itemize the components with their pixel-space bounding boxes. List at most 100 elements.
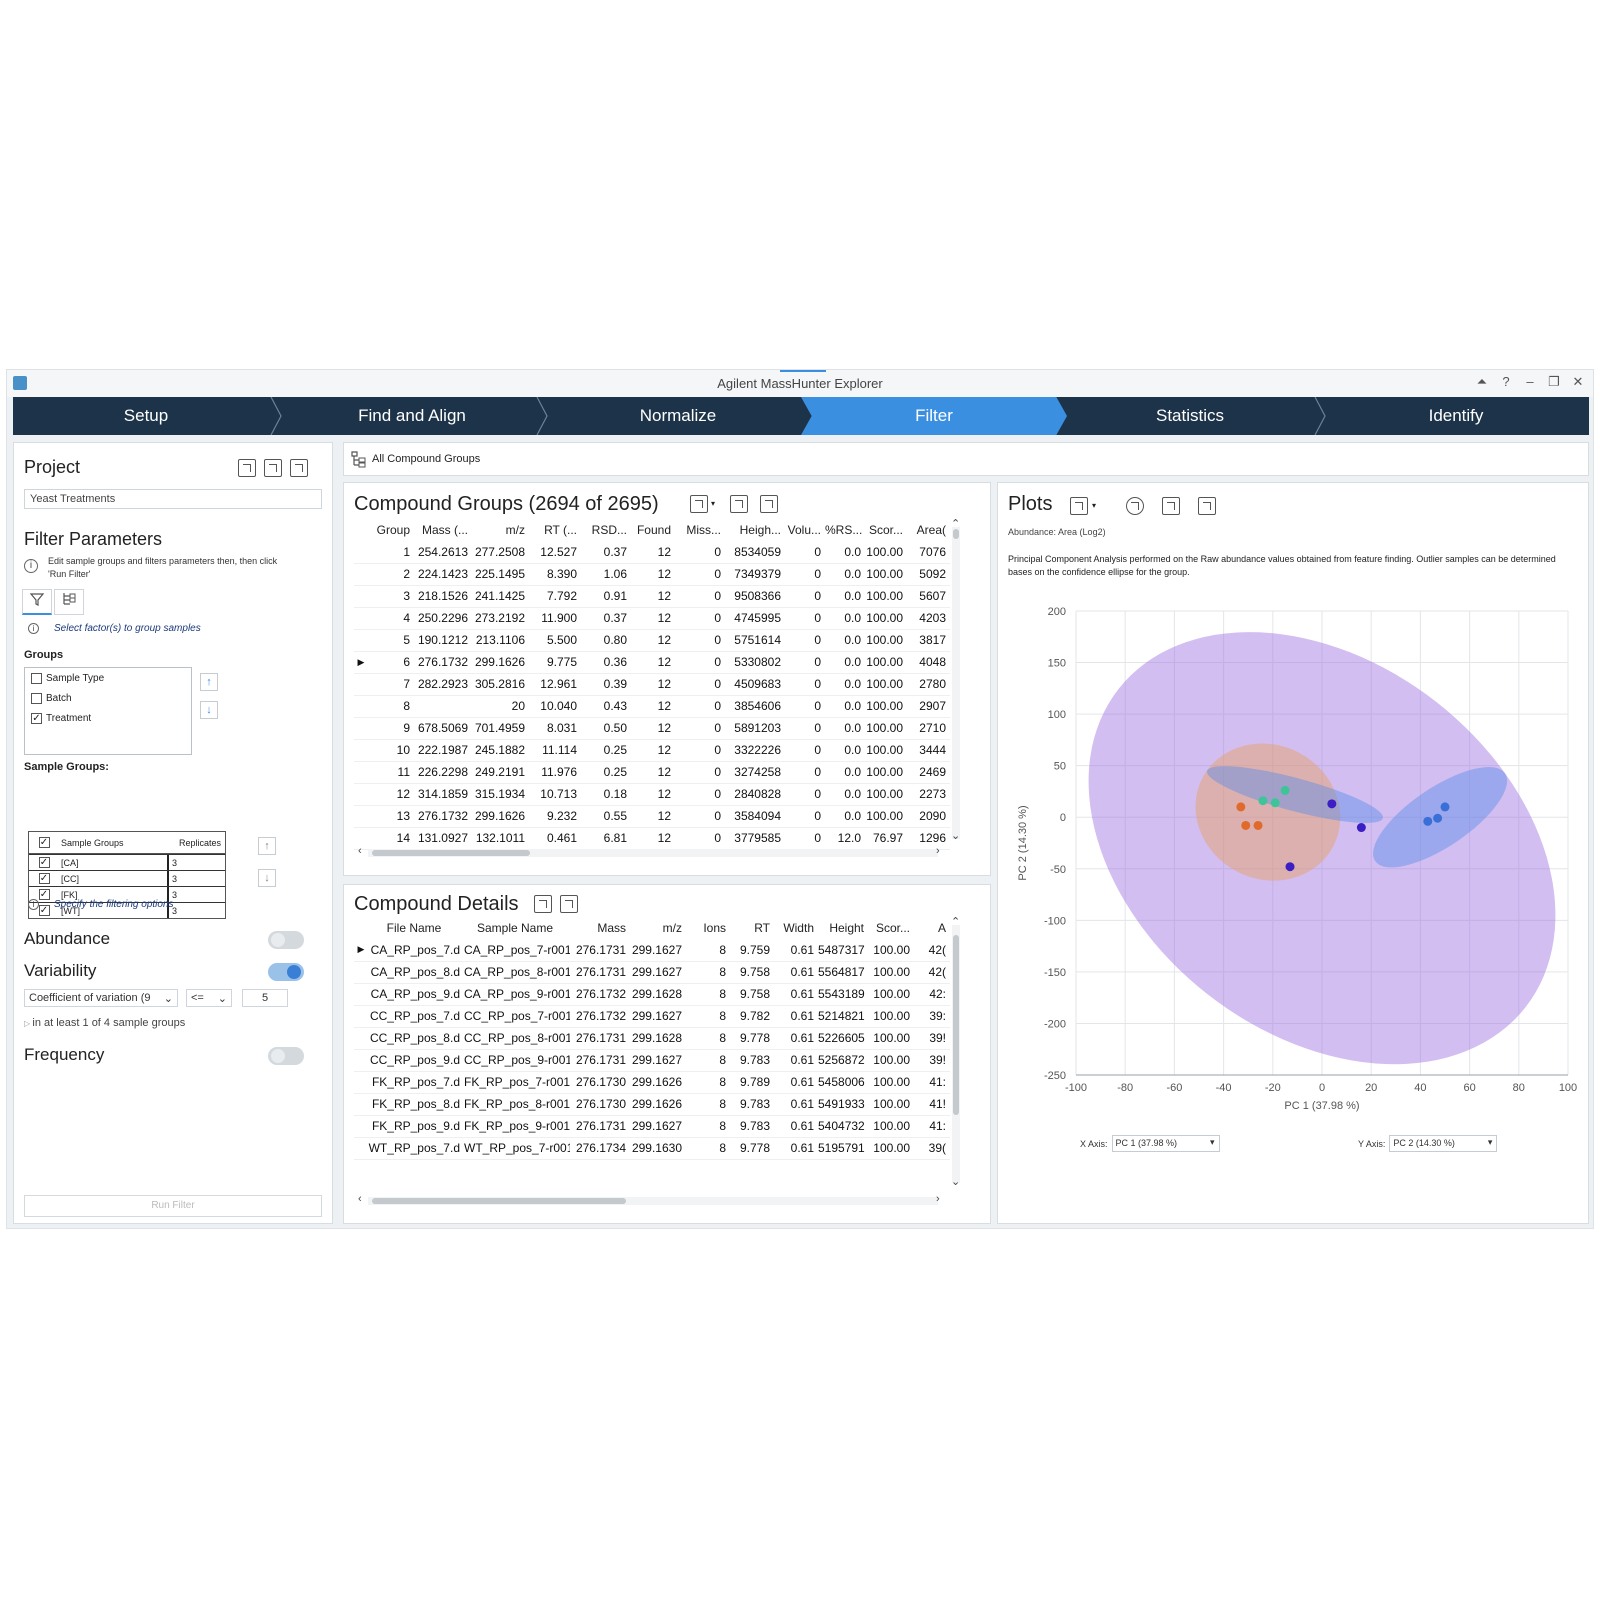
table-cell[interactable]: 276.1734	[570, 1137, 630, 1160]
table-cell[interactable]: 5543189	[818, 983, 868, 1006]
table-row[interactable]: FK_RP_pos_8.d FK_RP_pos_8-r001 276.1730 299…	[354, 1093, 950, 1116]
table-cell[interactable]: 39(	[914, 1137, 950, 1160]
table-cell[interactable]: 100.00	[865, 717, 907, 740]
table-cell[interactable]: 4203	[907, 607, 950, 630]
table-cell[interactable]: 0.37	[581, 541, 631, 564]
column-header[interactable]: Scor...	[875, 921, 910, 935]
scroll-up-icon[interactable]: ⌃	[951, 518, 961, 530]
table-cell[interactable]: 4509683	[725, 673, 785, 696]
table-cell[interactable]: 9.783	[730, 1049, 774, 1072]
table-cell[interactable]: 0.0	[825, 629, 865, 652]
column-header[interactable]: RT (...	[544, 523, 577, 537]
table-cell[interactable]: CC_RP_pos_8.d	[368, 1027, 464, 1050]
table-cell[interactable]: 0.461	[529, 827, 581, 850]
copy-icon[interactable]	[1198, 497, 1216, 515]
column-header[interactable]: RT	[754, 921, 770, 935]
table-row[interactable]: 8 20 10.040 0.43 12 0 3854606 0 0.0 100.00 2907	[354, 695, 950, 718]
table-cell[interactable]: 3854606	[725, 695, 785, 718]
table-cell[interactable]: 0.61	[774, 1137, 818, 1160]
table-row[interactable]: ▶ CA_RP_pos_7.d CA_RP_pos_7-r001 276.1731 29…	[354, 939, 950, 962]
table-cell[interactable]: 7	[368, 673, 414, 696]
table-cell[interactable]: 0	[675, 827, 725, 850]
table-cell[interactable]: 8534059	[725, 541, 785, 564]
table-cell[interactable]: 100.00	[865, 541, 907, 564]
table-cell[interactable]: 5.500	[529, 629, 581, 652]
step-find-and-align[interactable]: Find and Align	[279, 397, 548, 435]
table-cell[interactable]	[414, 695, 472, 718]
table-cell[interactable]: 100.00	[868, 1049, 914, 1072]
step-identify[interactable]: Identify	[1323, 397, 1589, 435]
table-cell[interactable]: 276.1731	[570, 1049, 630, 1072]
checkbox-checked[interactable]: ✓	[38, 889, 50, 900]
table-cell[interactable]: 0.61	[774, 961, 818, 984]
table-row[interactable]: ✓ [WT] 3	[29, 902, 225, 918]
column-header[interactable]: Found	[636, 523, 671, 537]
table-cell[interactable]: 12	[631, 607, 675, 630]
table-cell[interactable]: 9.759	[730, 939, 774, 962]
table-cell[interactable]: 4	[368, 607, 414, 630]
table-cell[interactable]: 3779585	[725, 827, 785, 850]
replicates-value[interactable]: 3	[172, 905, 178, 916]
table-cell[interactable]: 218.1526	[414, 585, 472, 608]
table-cell[interactable]: 9.758	[730, 961, 774, 984]
table-cell[interactable]: 13	[368, 805, 414, 828]
x-axis-dropdown[interactable]: PC 1 (37.98 %)	[1111, 1135, 1220, 1152]
table-cell[interactable]: 10.040	[529, 695, 581, 718]
table-cell[interactable]: 8.390	[529, 563, 581, 586]
close-icon[interactable]: ✕	[1572, 374, 1584, 389]
table-cell[interactable]: 0.0	[825, 739, 865, 762]
table-cell[interactable]: 100.00	[865, 651, 907, 674]
save-as-icon[interactable]	[290, 459, 308, 477]
table-cell[interactable]: CA_RP_pos_9-r001	[464, 983, 570, 1006]
table-cell[interactable]: 250.2296	[414, 607, 472, 630]
table-row[interactable]: FK_RP_pos_7.d FK_RP_pos_7-r001 276.1730 299…	[354, 1071, 950, 1094]
export-icon[interactable]	[1162, 497, 1180, 515]
table-cell[interactable]: 1.06	[581, 563, 631, 586]
table-cell[interactable]: 0	[675, 673, 725, 696]
table-cell[interactable]: 3444	[907, 739, 950, 762]
table-cell[interactable]: 226.2298	[414, 761, 472, 784]
table-cell[interactable]: WT_RP_pos_7-r001	[464, 1137, 570, 1160]
table-cell[interactable]: 0.0	[825, 541, 865, 564]
table-row[interactable]: 1 254.2613 277.2508 12.527 0.37 12 0 8534059 0 0.…	[354, 541, 950, 564]
table-cell[interactable]: 8	[686, 1115, 730, 1138]
table-row[interactable]: CA_RP_pos_9.d CA_RP_pos_9-r001 276.1732 299…	[354, 983, 950, 1006]
table-cell[interactable]: 0.91	[581, 585, 631, 608]
table-cell[interactable]: 12	[631, 563, 675, 586]
table-cell[interactable]: 0	[675, 651, 725, 674]
table-row[interactable]: 7 282.2923 305.2816 12.961 0.39 12 0 4509683 0 0.…	[354, 673, 950, 696]
table-row[interactable]: CC_RP_pos_8.d CC_RP_pos_8-r001 276.1731 299…	[354, 1027, 950, 1050]
table-cell[interactable]: 5487317	[818, 939, 868, 962]
table-cell[interactable]: 12	[368, 783, 414, 806]
table-cell[interactable]: CA_RP_pos_8-r001	[464, 961, 570, 984]
table-cell[interactable]: 0.0	[825, 783, 865, 806]
table-cell[interactable]: 10.713	[529, 783, 581, 806]
table-row[interactable]: 2 224.1423 225.1495 8.390 1.06 12 0 7349379 0 0.0…	[354, 563, 950, 586]
table-cell[interactable]: 8.031	[529, 717, 581, 740]
table-cell[interactable]: 276.1732	[570, 1005, 630, 1028]
table-cell[interactable]: 0.61	[774, 1093, 818, 1116]
table-cell[interactable]: 6	[368, 651, 414, 674]
table-cell[interactable]: 299.1627	[630, 1049, 686, 1072]
table-cell[interactable]: 8	[686, 1027, 730, 1050]
table-cell[interactable]: 0	[785, 629, 825, 652]
table-row[interactable]: CA_RP_pos_8.d CA_RP_pos_8-r001 276.1731 299…	[354, 961, 950, 984]
scroll-right-icon[interactable]: ›	[936, 1193, 940, 1205]
step-filter[interactable]: Filter	[801, 397, 1067, 435]
table-cell[interactable]: 14	[368, 827, 414, 850]
table-cell[interactable]: 2469	[907, 761, 950, 784]
table-cell[interactable]: 0	[785, 541, 825, 564]
table-cell[interactable]: 5195791	[818, 1137, 868, 1160]
column-header[interactable]: %RS...	[825, 523, 863, 537]
column-header[interactable]: Height	[829, 921, 864, 935]
table-cell[interactable]: 0	[785, 585, 825, 608]
table-cell[interactable]: FK_RP_pos_8-r001	[464, 1093, 570, 1116]
variability-toggle[interactable]	[268, 963, 304, 981]
minimize-icon[interactable]: –	[1526, 374, 1534, 389]
table-cell[interactable]: 8	[686, 1137, 730, 1160]
table-cell[interactable]: 100.00	[865, 563, 907, 586]
table-cell[interactable]: CC_RP_pos_7.d	[368, 1005, 464, 1028]
table-cell[interactable]: FK_RP_pos_9.d	[368, 1115, 464, 1138]
table-row[interactable]: ▶ 6 276.1732 299.1626 9.775 0.36 12 0 5330802 0 0.…	[354, 651, 950, 674]
replicates-value[interactable]: 3	[172, 889, 178, 900]
